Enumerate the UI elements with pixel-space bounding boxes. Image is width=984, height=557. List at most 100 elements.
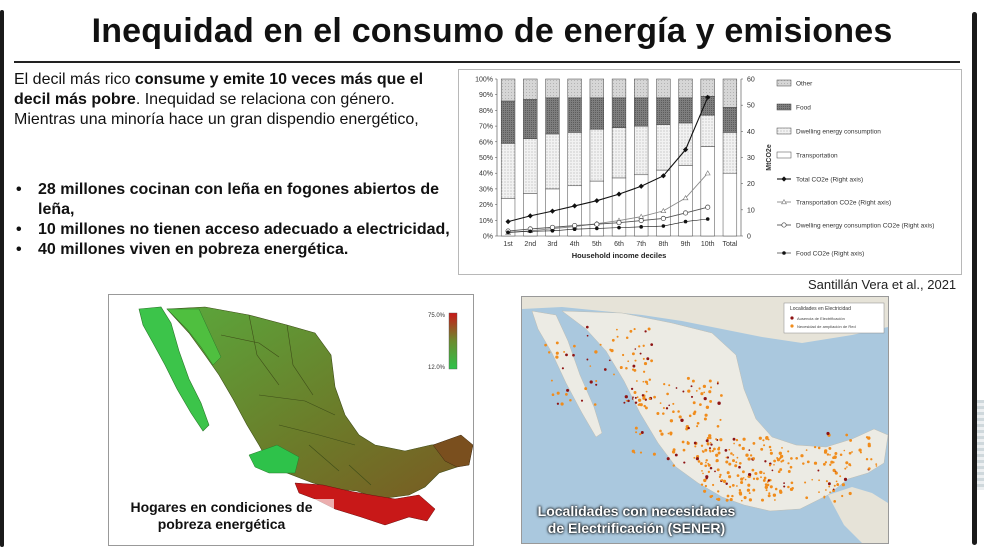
locality-dot bbox=[636, 396, 639, 399]
locality-dot bbox=[824, 461, 828, 464]
legend-label: Dwelling energy consumption CO2e (Right … bbox=[796, 223, 934, 230]
category-label: 8th bbox=[658, 241, 668, 248]
locality-dot bbox=[760, 447, 764, 451]
electrification-dots bbox=[544, 325, 878, 503]
locality-dot bbox=[611, 338, 615, 342]
bar-segment bbox=[523, 138, 538, 194]
series-point bbox=[616, 191, 622, 197]
title-divider bbox=[14, 61, 960, 63]
series-line bbox=[508, 206, 708, 232]
bar-segment bbox=[700, 146, 715, 237]
x-axis-label: Household income deciles bbox=[572, 251, 667, 260]
locality-dot bbox=[841, 494, 844, 498]
caption-line: Localidades con necesidades bbox=[537, 503, 736, 519]
locality-dot bbox=[550, 379, 553, 382]
locality-dot bbox=[736, 474, 740, 477]
locality-dot bbox=[733, 442, 735, 445]
locality-dot bbox=[839, 453, 843, 457]
locality-dot bbox=[627, 399, 630, 403]
locality-dot bbox=[586, 358, 589, 361]
locality-dot bbox=[738, 465, 741, 469]
locality-dot bbox=[585, 325, 589, 329]
locality-dot bbox=[704, 484, 708, 488]
locality-dot bbox=[643, 362, 648, 366]
locality-dot bbox=[738, 443, 742, 447]
legend-label: Total CO2e (Right axis) bbox=[796, 177, 863, 184]
locality-dot bbox=[763, 472, 765, 475]
locality-dot bbox=[759, 470, 763, 475]
locality-dot bbox=[833, 484, 836, 487]
locality-dot bbox=[681, 440, 685, 444]
locality-dot bbox=[725, 498, 729, 502]
locality-dot bbox=[846, 466, 848, 468]
locality-dot bbox=[646, 382, 649, 386]
locality-dot bbox=[589, 380, 593, 384]
bar-segment bbox=[656, 124, 671, 171]
locality-dot bbox=[636, 380, 638, 382]
locality-dot bbox=[765, 436, 769, 440]
locality-dot bbox=[843, 477, 848, 481]
category-label: 10th bbox=[701, 241, 715, 248]
locality-dot bbox=[677, 410, 680, 413]
locality-dot bbox=[667, 432, 670, 435]
locality-dot bbox=[613, 373, 615, 376]
locality-dot bbox=[832, 488, 835, 491]
locality-dot bbox=[722, 479, 727, 484]
locality-dot bbox=[683, 461, 686, 464]
locality-dot bbox=[822, 462, 826, 466]
locality-dot bbox=[789, 487, 794, 492]
bar-segment bbox=[634, 125, 649, 176]
legend-label: Transportation bbox=[796, 153, 838, 160]
locality-dot bbox=[642, 380, 645, 383]
locality-dot bbox=[639, 352, 642, 355]
locality-dot bbox=[706, 442, 710, 445]
locality-dot bbox=[768, 464, 772, 467]
locality-dot bbox=[752, 457, 756, 460]
locality-dot bbox=[779, 489, 782, 493]
locality-dot bbox=[648, 397, 651, 400]
locality-dot bbox=[805, 449, 808, 451]
legend-swatch bbox=[776, 103, 792, 111]
locality-dot bbox=[760, 498, 765, 502]
locality-dot bbox=[704, 464, 708, 468]
locality-dot bbox=[716, 468, 720, 472]
locality-dot bbox=[752, 488, 756, 492]
locality-dot bbox=[672, 464, 675, 467]
locality-dot bbox=[769, 449, 772, 452]
locality-dot bbox=[692, 401, 696, 405]
locality-dot bbox=[755, 477, 759, 481]
locality-dot bbox=[764, 460, 767, 463]
locality-dot bbox=[835, 480, 838, 483]
locality-dot bbox=[715, 459, 719, 463]
locality-dot bbox=[790, 457, 793, 460]
right-tick-label: 20 bbox=[747, 181, 755, 188]
locality-dot bbox=[832, 468, 836, 472]
locality-dot bbox=[718, 475, 722, 479]
locality-dot bbox=[728, 448, 731, 451]
locality-dot bbox=[686, 441, 689, 443]
locality-dot bbox=[708, 447, 712, 450]
locality-dot bbox=[787, 462, 790, 465]
legend-marker-red bbox=[790, 316, 794, 320]
bar-segment bbox=[523, 78, 538, 100]
locality-dot bbox=[699, 403, 702, 406]
locality-dot bbox=[781, 447, 783, 449]
locality-dot bbox=[754, 471, 758, 476]
locality-dot bbox=[851, 451, 853, 453]
bar-segment bbox=[722, 107, 738, 133]
locality-dot bbox=[790, 481, 794, 485]
category-label: 3rd bbox=[547, 241, 557, 248]
locality-dot bbox=[773, 463, 775, 466]
locality-dot bbox=[630, 387, 634, 391]
bullet-item: 28 millones cocinan con leña en fogones … bbox=[14, 180, 454, 220]
map-legend-min: 12.0% bbox=[428, 365, 446, 371]
locality-dot bbox=[738, 491, 742, 495]
locality-dot bbox=[769, 485, 773, 489]
locality-dot bbox=[725, 456, 728, 459]
locality-dot bbox=[634, 426, 638, 430]
locality-dot bbox=[772, 493, 777, 497]
right-axis-label: MtCO2e bbox=[766, 144, 773, 171]
locality-dot bbox=[634, 396, 637, 399]
locality-dot bbox=[714, 470, 716, 473]
locality-dot bbox=[806, 460, 810, 464]
